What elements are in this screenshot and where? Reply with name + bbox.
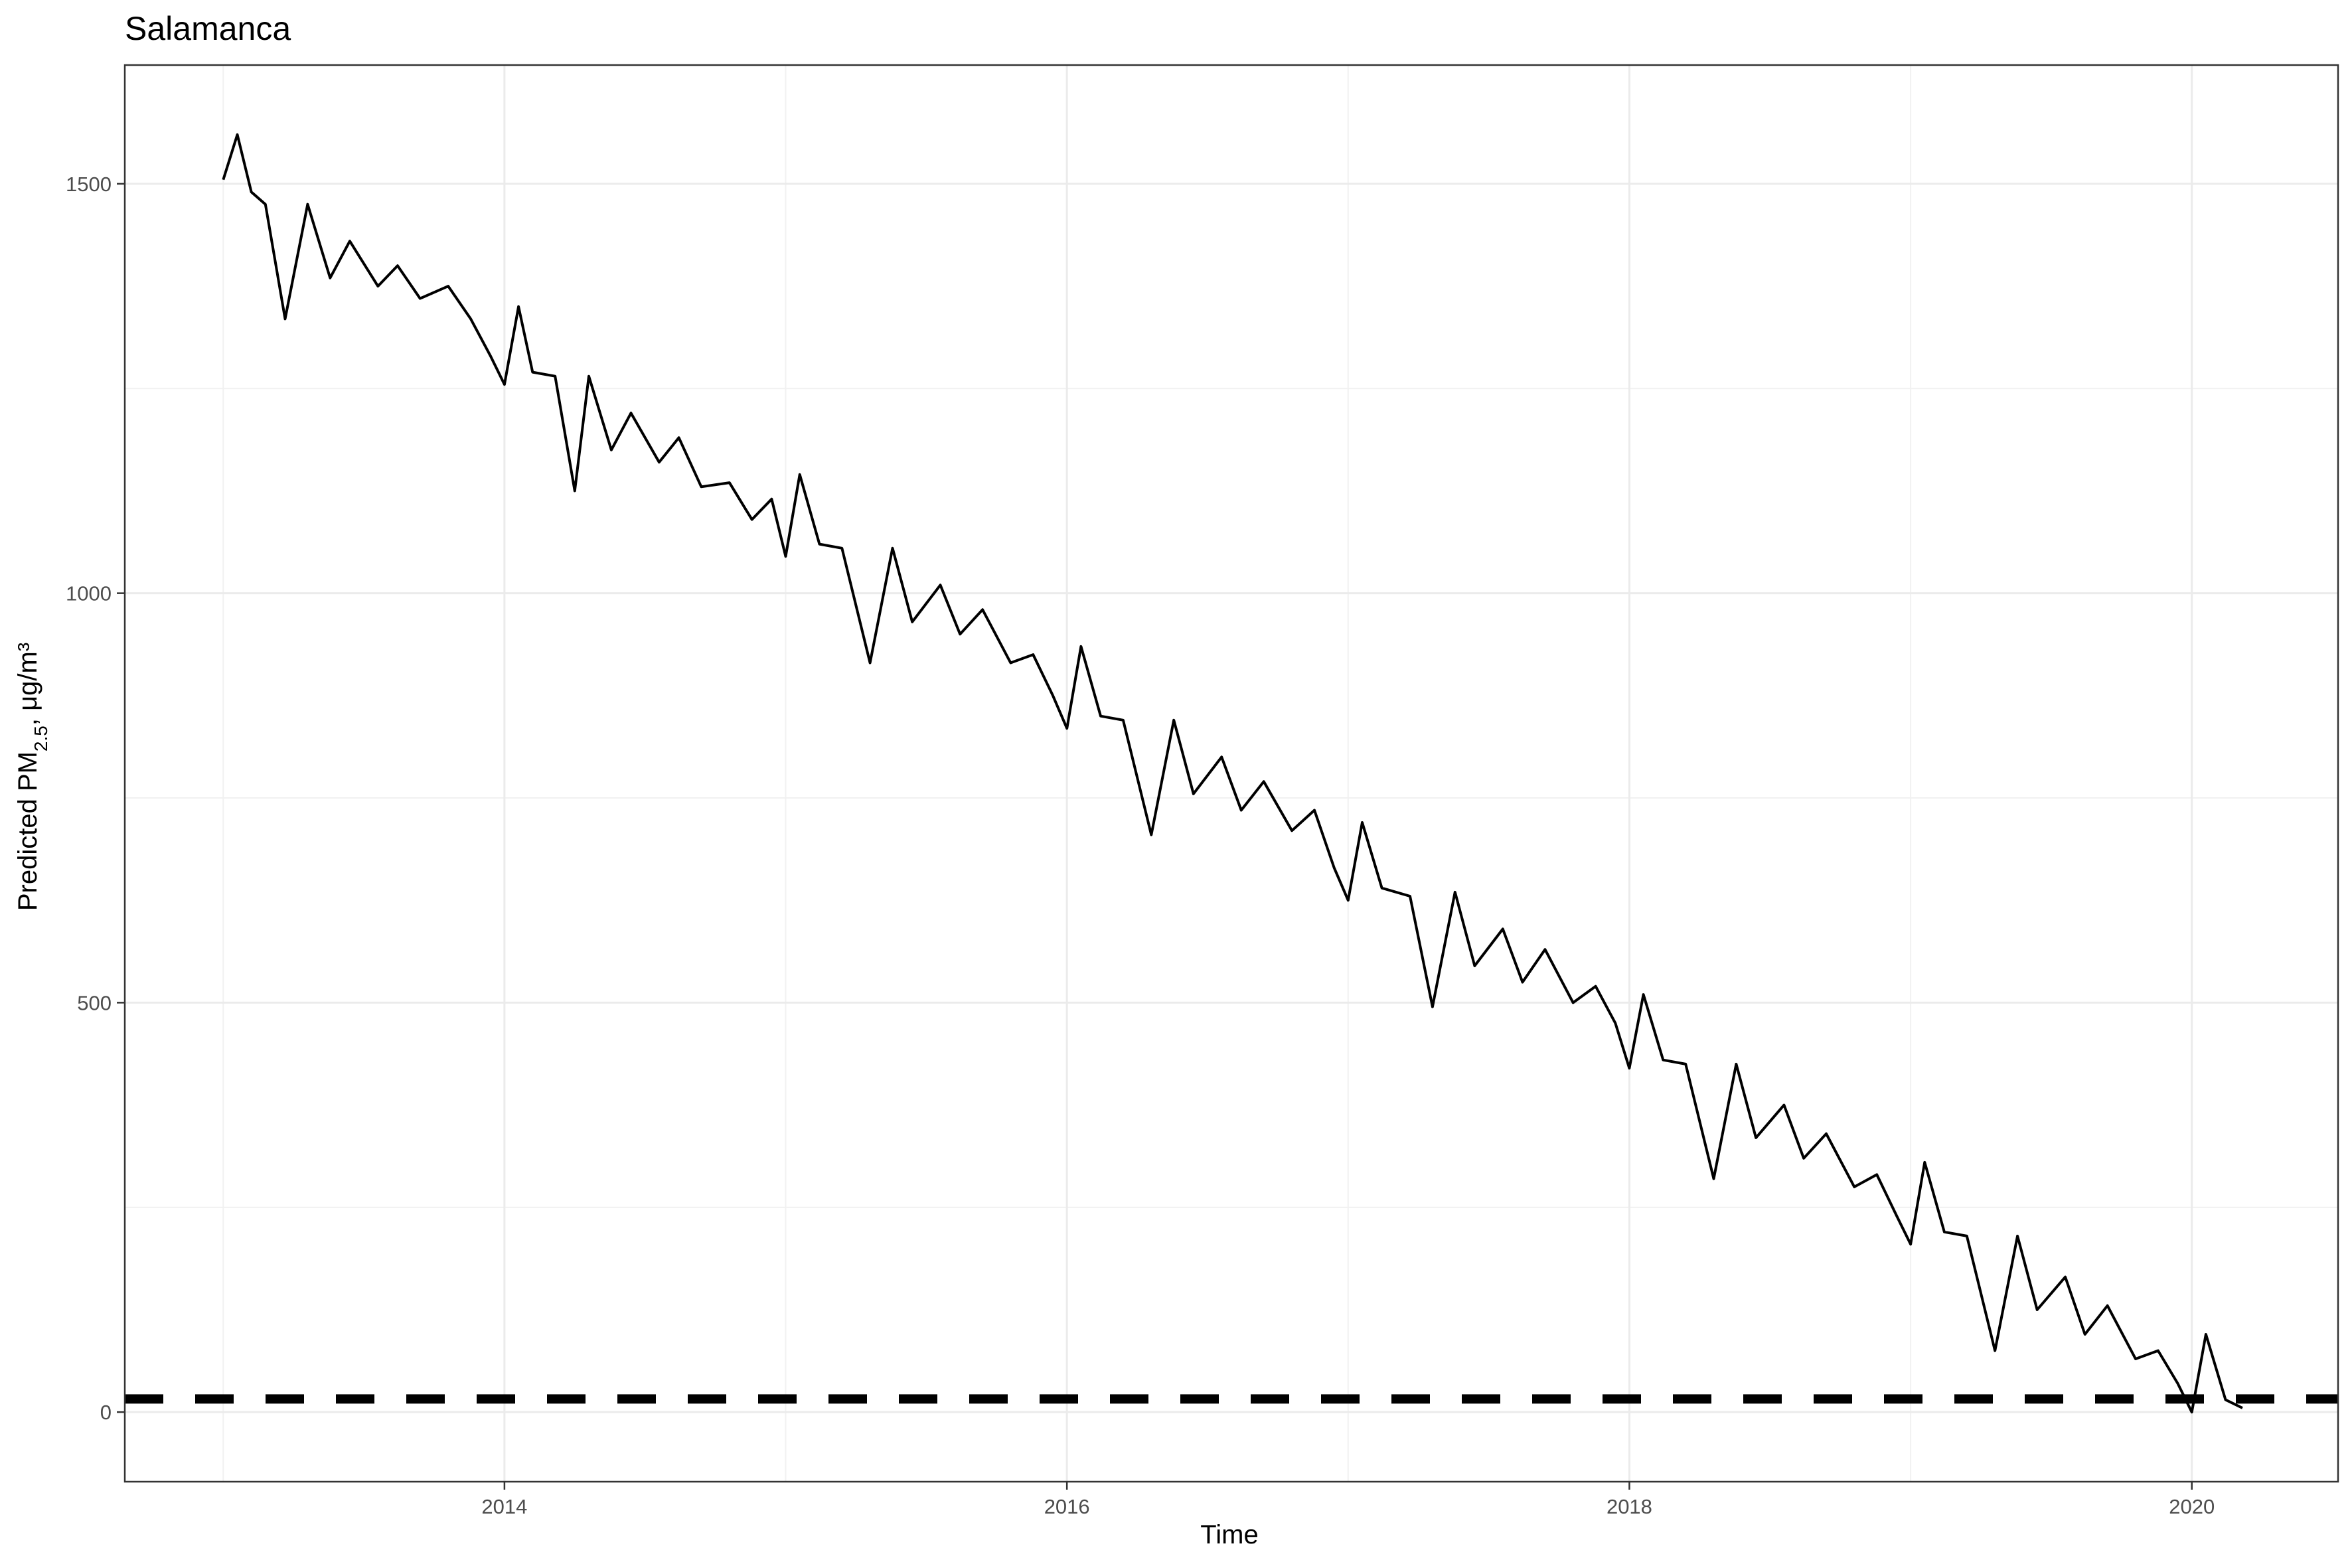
x-tick-label: 2020 — [2169, 1495, 2215, 1518]
plot-panel — [125, 65, 2338, 1482]
data-layer — [125, 133, 2338, 1414]
chart-title: Salamanca — [125, 10, 291, 47]
y-axis-title-subscript: 2.5 — [31, 726, 51, 751]
y-tick-label: 500 — [77, 991, 112, 1014]
y-tick-label: 1000 — [66, 582, 112, 605]
y-axis-title-main: Predicted PM — [13, 751, 42, 911]
plot-border — [123, 64, 2339, 1483]
x-axis: 2014 2016 2018 2020 — [481, 1482, 2215, 1518]
grid-lines — [125, 65, 2338, 1482]
y-axis-title: Predicted PM2.5, μg/m³ — [13, 643, 51, 911]
x-axis-title: Time — [1200, 1520, 1258, 1549]
series-line-0 — [222, 133, 2243, 1414]
x-tick-label: 2018 — [1607, 1495, 1652, 1518]
x-tick-label: 2014 — [481, 1495, 527, 1518]
y-tick-label: 0 — [100, 1401, 112, 1424]
plot-area — [123, 64, 2339, 1483]
x-tick-label: 2016 — [1044, 1495, 1090, 1518]
y-tick-label: 1500 — [66, 173, 112, 196]
y-axis-title-unit: , μg/m³ — [13, 643, 42, 726]
y-axis: 0 500 1000 1500 — [66, 173, 125, 1424]
